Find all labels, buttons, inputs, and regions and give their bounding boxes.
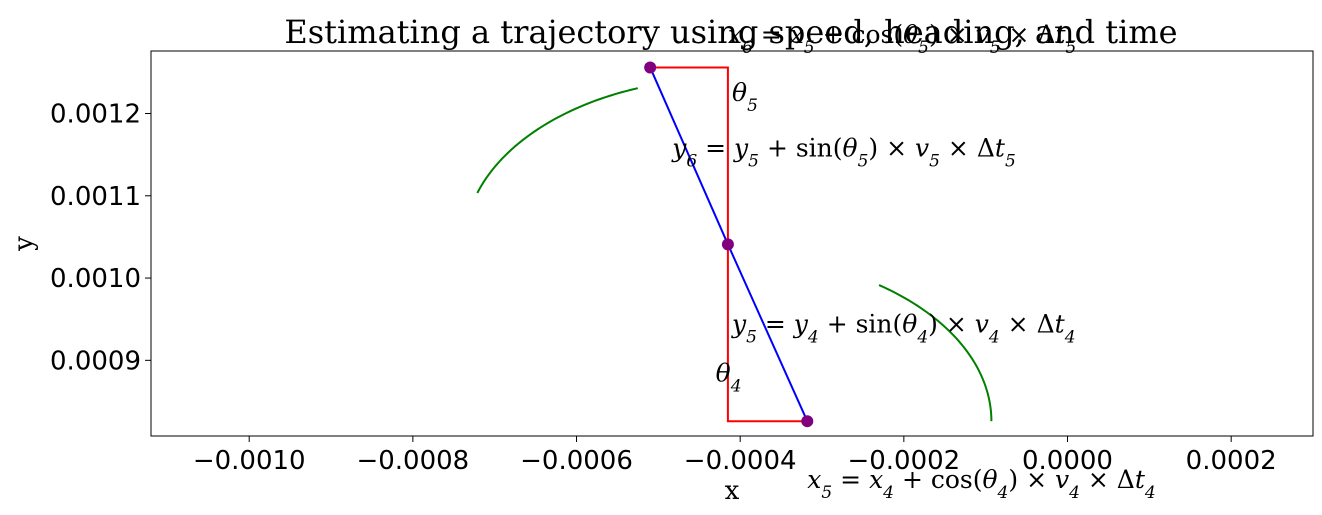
axes-frame — [150, 50, 1314, 437]
annotation-theta5: θ5 — [732, 78, 758, 116]
trajectory-point — [644, 61, 657, 74]
chart-title: Estimating a trajectory using speed, hea… — [284, 13, 1177, 51]
component-line-1 — [726, 244, 808, 423]
trajectory-point — [721, 238, 734, 251]
heading-arc-1 — [878, 284, 993, 422]
x-axis-label: x — [725, 476, 740, 506]
y-tick-label: 0.0012 — [50, 100, 141, 130]
x-tick-label: −0.0002 — [847, 446, 960, 476]
annotation-x5: x5 = x4 + cos(θ4) × v4 × Δt4 — [807, 465, 1155, 503]
x-tick-label: −0.0006 — [520, 446, 633, 476]
annotation-y5: y5 = y4 + sin(θ4) × v4 × Δt4 — [731, 309, 1076, 347]
x-tick-label: −0.0008 — [356, 446, 469, 476]
y-axis-ticks: 0.0009 0.0010 0.0011 0.0012 — [50, 100, 151, 376]
trajectory-point — [801, 415, 814, 428]
component-line-2 — [650, 66, 729, 245]
y-tick-label: 0.0009 — [50, 346, 141, 376]
x-axis-ticks: −0.0010 −0.0008 −0.0006 −0.0004 −0.0002 0.000… — [193, 436, 1277, 476]
y-tick-label: 0.0011 — [50, 182, 141, 212]
annotation-y6: y6 = y5 + sin(θ5) × v5 × Δt5 — [671, 133, 1016, 171]
plot-layer — [476, 61, 993, 428]
x-tick-label: −0.0004 — [684, 446, 797, 476]
heading-arc-2 — [476, 87, 639, 194]
x-tick-label: 0.0000 — [1022, 446, 1113, 476]
x-tick-label: −0.0010 — [193, 446, 306, 476]
y-tick-label: 0.0010 — [50, 264, 141, 294]
y-axis-label: y — [9, 236, 39, 252]
x-tick-label: 0.0002 — [1186, 446, 1277, 476]
